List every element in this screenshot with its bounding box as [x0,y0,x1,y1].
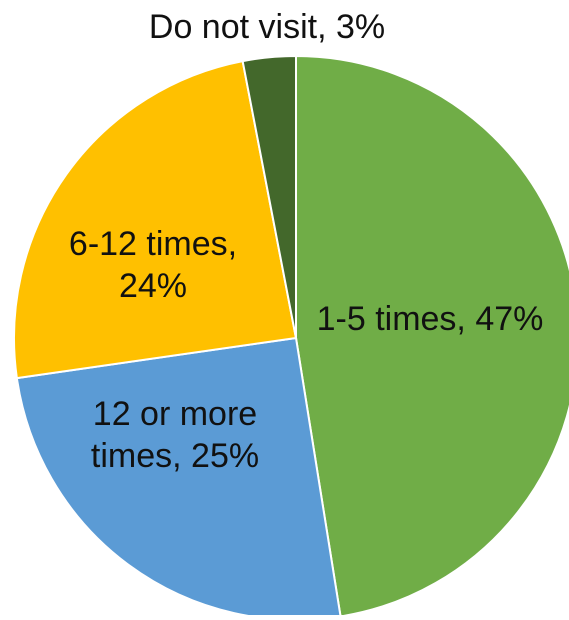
data-label-line: 12 or more [93,395,257,433]
pie-labels: 1-5 times, 47% 12 or more times, 25% 6-12 t… [69,8,543,475]
data-label-1-5-times: 1-5 times, 47% [317,300,544,338]
data-label-do-not-visit: Do not visit, 3% [149,8,385,46]
data-label-line: Do not visit, 3% [149,8,385,46]
data-label-6-12-times: 6-12 times, 24% [69,225,237,305]
data-label-line: 6-12 times, [69,225,237,263]
pie-slice-12-or-more-times [15,336,342,620]
data-label-12-or-more-times: 12 or more times, 25% [91,395,259,475]
pie-slice-6-12-times [13,59,298,380]
pie-slice-1-5-times [295,54,569,618]
data-label-line: times, 25% [91,437,259,475]
pie-slice-do-not-visit [241,54,297,339]
pie-slices [13,54,569,620]
data-label-line: 1-5 times, 47% [317,300,544,338]
data-label-line: 24% [119,267,187,305]
